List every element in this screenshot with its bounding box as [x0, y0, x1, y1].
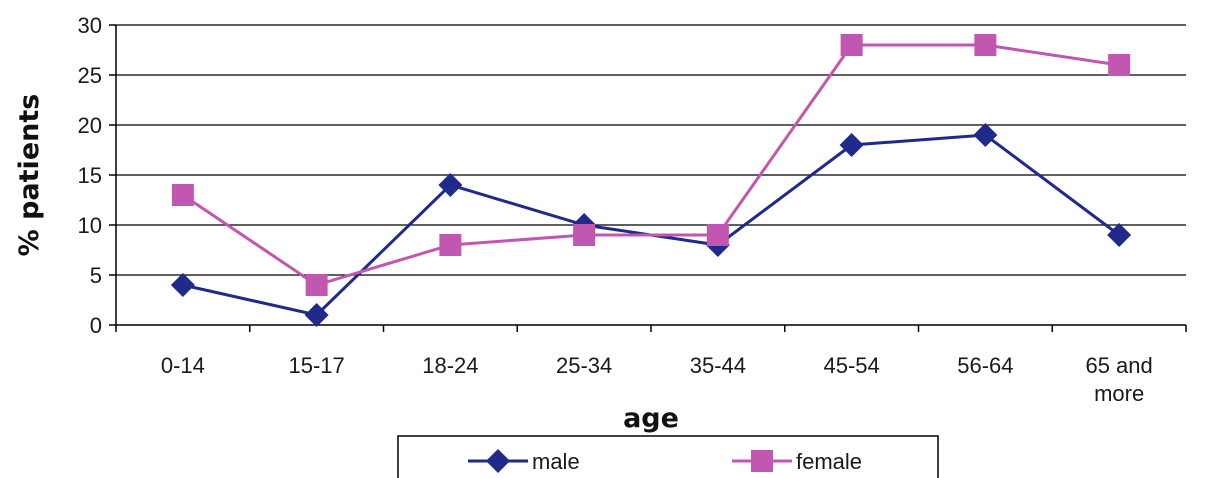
- data-point-male: [1107, 223, 1132, 247]
- data-point-female: [974, 34, 997, 56]
- y-tick-label: 0: [90, 313, 102, 338]
- data-point-female: [171, 184, 194, 206]
- data-point-female: [840, 34, 863, 56]
- x-tick-label: 15-17: [288, 353, 344, 378]
- data-series: [170, 34, 1132, 327]
- x-tick-label: 0-14: [161, 353, 205, 378]
- axes: [109, 24, 1187, 332]
- legend-label: female: [796, 449, 862, 474]
- x-tick-label: 56-64: [957, 353, 1013, 378]
- x-tick-labels: 0-14 15-17 18-24 25-34 35-44 45-54 56-64 65 and…: [161, 353, 1153, 406]
- y-tick-label: 5: [90, 263, 102, 288]
- data-point-female: [305, 274, 328, 296]
- data-point-male: [839, 133, 864, 157]
- y-tick-label: 10: [78, 213, 102, 238]
- y-tick-label: 25: [78, 63, 102, 88]
- data-point-male: [304, 303, 329, 327]
- gridlines: [116, 24, 1186, 276]
- y-tick-label: 30: [78, 13, 102, 38]
- data-point-male: [973, 123, 998, 147]
- y-tick-labels: 0 5 10 15 20 25 30: [78, 13, 102, 338]
- data-point-male: [438, 173, 463, 197]
- x-tick-label: 18-24: [422, 353, 478, 378]
- x-tick-label: 25-34: [556, 353, 612, 378]
- legend-item-female: female: [732, 449, 862, 474]
- legend-label: male: [532, 449, 580, 474]
- data-point-female: [1108, 54, 1131, 76]
- x-tick-label: 65 and more: [1085, 353, 1152, 406]
- legend-box: [397, 435, 939, 478]
- y-tick-label: 20: [78, 113, 102, 138]
- data-point-female: [439, 234, 462, 256]
- data-point-female: [706, 224, 729, 246]
- data-point-male: [170, 273, 195, 297]
- x-axis-title: age: [623, 403, 679, 434]
- series-female: [171, 34, 1131, 296]
- legend-marker: [751, 450, 773, 472]
- x-tick-label: 45-54: [823, 353, 879, 378]
- legend-marker: [486, 449, 510, 473]
- y-axis-title: % patients: [14, 94, 45, 257]
- data-point-female: [573, 224, 596, 246]
- x-tick-label: 35-44: [690, 353, 746, 378]
- series-line-female: [182, 43, 1120, 287]
- legend-item-male: male: [468, 449, 580, 474]
- y-tick-label: 15: [78, 163, 102, 188]
- legend: male female: [397, 435, 939, 478]
